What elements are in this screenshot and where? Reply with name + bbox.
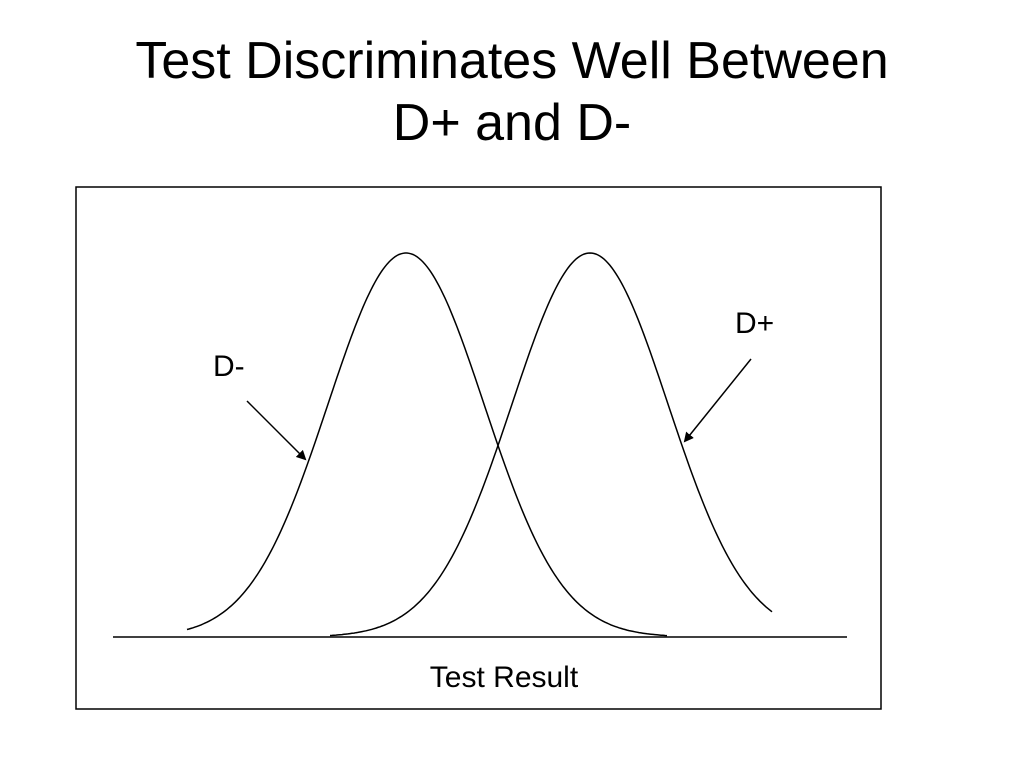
slide-title: Test Discriminates Well Between D+ and D… bbox=[0, 30, 1024, 154]
d-minus-arrow bbox=[246, 400, 307, 461]
d-minus-label: D- bbox=[213, 350, 245, 383]
axis-label: Test Result bbox=[430, 661, 579, 694]
d-plus-arrow bbox=[683, 358, 752, 443]
d-minus-distribution-curve bbox=[186, 252, 668, 637]
diagram-frame bbox=[75, 186, 882, 710]
slide-title-line-2: D+ and D- bbox=[392, 94, 632, 152]
d-plus-distribution-curve bbox=[329, 252, 773, 637]
slide-title-line-1: Test Discriminates Well Between bbox=[135, 32, 889, 90]
d-plus-label: D+ bbox=[735, 307, 774, 340]
